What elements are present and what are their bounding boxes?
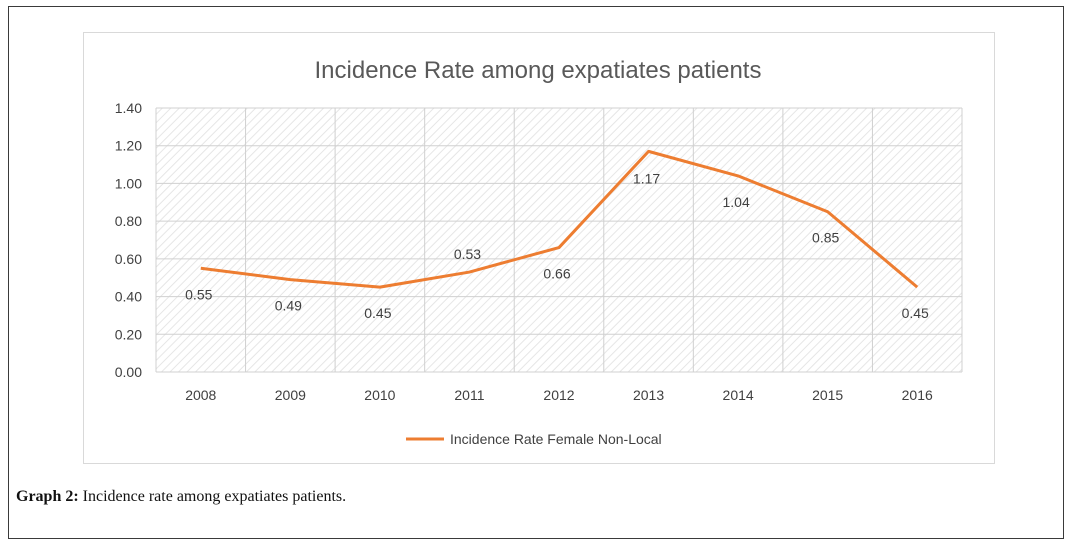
y-tick-label: 1.40 <box>115 100 142 116</box>
series-layer <box>200 149 919 289</box>
chart-container: Incidence Rate among expatiates patients… <box>83 32 995 464</box>
gridlines <box>155 107 963 373</box>
legend: Incidence Rate Female Non-Local <box>406 431 662 447</box>
y-tick-label: 1.00 <box>115 175 142 191</box>
data-label: 0.45 <box>364 305 391 321</box>
x-tick-label: 2008 <box>185 387 216 403</box>
data-labels: 0.55 0.49 0.45 0.53 0.66 1.17 1.04 0.85 0.45 <box>185 170 929 321</box>
chart-title: Incidence Rate among expatiates patients <box>315 57 762 84</box>
legend-label: Incidence Rate Female Non-Local <box>450 431 662 447</box>
y-tick-label: 1.20 <box>115 138 142 154</box>
y-tick-label: 0.00 <box>115 364 142 380</box>
y-axis-ticks: 0.00 0.20 0.40 0.60 0.80 1.00 1.20 1.40 <box>115 100 142 380</box>
figure-caption: Graph 2: Incidence rate among expatiates… <box>16 488 346 506</box>
plot-area <box>156 108 962 372</box>
x-tick-label: 2016 <box>902 387 933 403</box>
data-label: 0.85 <box>812 230 839 246</box>
x-tick-label: 2011 <box>454 387 484 403</box>
data-label: 0.66 <box>543 266 570 282</box>
caption-label: Graph 2: <box>16 488 79 505</box>
series-line <box>200 149 919 289</box>
x-axis-ticks: 2008 2009 2010 2011 2012 2013 2014 2015 2016 <box>185 387 933 403</box>
y-tick-label: 0.80 <box>115 213 142 229</box>
data-label: 0.55 <box>185 286 212 302</box>
data-label: 0.45 <box>902 305 929 321</box>
data-label: 1.17 <box>633 170 660 186</box>
x-tick-label: 2012 <box>543 387 574 403</box>
y-tick-label: 0.60 <box>115 251 142 267</box>
x-tick-label: 2015 <box>812 387 843 403</box>
x-tick-label: 2010 <box>364 387 395 403</box>
y-tick-label: 0.40 <box>115 289 142 305</box>
data-label: 1.04 <box>722 194 749 210</box>
line-chart: Incidence Rate among expatiates patients… <box>115 57 963 447</box>
x-tick-label: 2009 <box>275 387 306 403</box>
y-tick-label: 0.20 <box>115 326 142 342</box>
x-tick-label: 2014 <box>723 387 754 403</box>
caption-text: Incidence rate among expatiates patients… <box>78 488 347 505</box>
data-label: 0.49 <box>275 298 302 314</box>
data-label: 0.53 <box>454 246 481 262</box>
x-tick-label: 2013 <box>633 387 664 403</box>
